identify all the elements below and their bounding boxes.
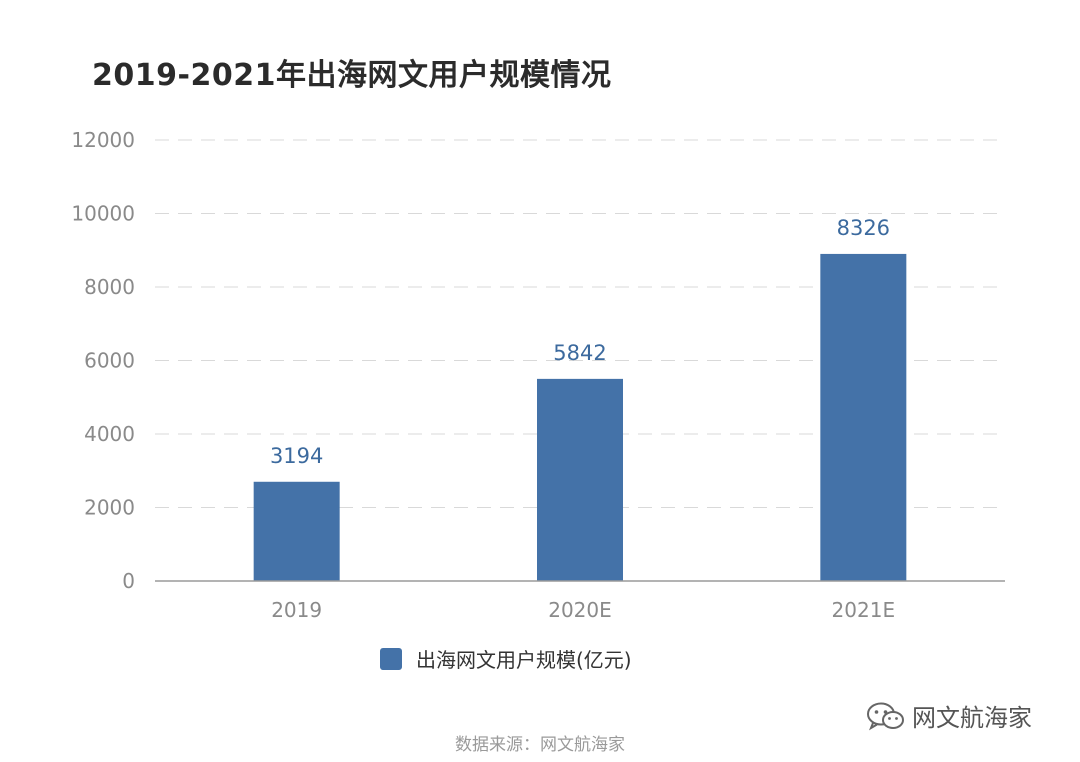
- data-labels: 3194 5842 8326: [270, 216, 890, 468]
- bar: [537, 378, 623, 581]
- bars: [253, 253, 907, 582]
- x-tick-label: 2021E: [832, 598, 896, 622]
- y-axis-ticks: 0 2000 4000 6000 8000 10000 12000: [71, 128, 135, 593]
- y-tick-label: 12000: [71, 128, 135, 152]
- data-label: 8326: [837, 216, 890, 240]
- bar: [253, 481, 340, 581]
- y-tick-label: 8000: [84, 275, 135, 299]
- data-label: 5842: [553, 341, 606, 365]
- wechat-account-name: 网文航海家: [912, 704, 1032, 732]
- x-tick-label: 2019: [271, 598, 322, 622]
- source-note: 数据来源：网文航海家: [455, 735, 625, 755]
- x-tick-label: 2020E: [548, 598, 612, 622]
- y-tick-label: 6000: [84, 349, 135, 373]
- y-tick-label: 0: [122, 569, 135, 593]
- legend: 出海网文用户规模(亿元): [380, 644, 632, 673]
- bar-chart: 0 2000 4000 6000 8000 10000 12000 3194 5842 8326…: [71, 128, 1005, 622]
- legend-label: 出海网文用户规模(亿元): [416, 648, 632, 672]
- x-axis-ticks: 2019 2020E 2021E: [271, 598, 895, 622]
- chart-title: 2019-2021年出海网文用户规模情况: [92, 58, 612, 93]
- bar: [820, 253, 907, 582]
- y-tick-label: 4000: [84, 422, 135, 446]
- legend-swatch: [380, 647, 402, 670]
- wechat-account: 网文航海家: [866, 698, 1032, 733]
- y-tick-label: 10000: [71, 202, 135, 226]
- y-tick-label: 2000: [84, 496, 135, 520]
- wechat-icon: [867, 702, 904, 730]
- data-label: 3194: [270, 444, 323, 468]
